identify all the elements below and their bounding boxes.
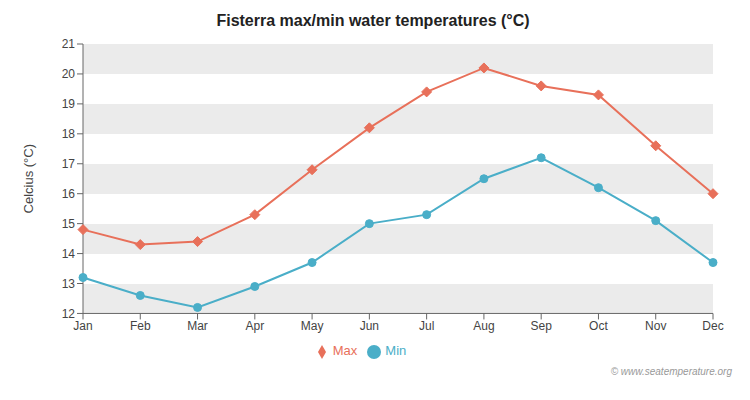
svg-text:Apr: Apr	[245, 319, 264, 333]
svg-text:Nov: Nov	[645, 319, 666, 333]
svg-text:18: 18	[62, 127, 76, 141]
svg-text:Sep: Sep	[531, 319, 553, 333]
svg-text:17: 17	[62, 157, 76, 171]
svg-text:Celcius (°C): Celcius (°C)	[21, 144, 36, 213]
svg-text:Jan: Jan	[73, 319, 92, 333]
svg-text:Oct: Oct	[589, 319, 608, 333]
svg-text:12: 12	[62, 307, 76, 321]
svg-text:Jun: Jun	[360, 319, 379, 333]
html-text:Min: Min	[385, 343, 407, 359]
svg-text:Feb: Feb	[130, 319, 151, 333]
svg-text:20: 20	[62, 67, 76, 81]
svg-text:15: 15	[62, 217, 76, 231]
html-text:Max: Max	[332, 343, 358, 359]
svg-text:Jul: Jul	[419, 319, 434, 333]
html-text:© www.seatemperature.org: © www.seatemperature.org	[610, 366, 732, 377]
svg-text:19: 19	[62, 97, 76, 111]
svg-text:May: May	[301, 319, 324, 333]
svg-text:14: 14	[62, 247, 76, 261]
svg-text:Aug: Aug	[473, 319, 494, 333]
svg-text:Mar: Mar	[187, 319, 208, 333]
html-text:Fisterra max/min water tempera: Fisterra max/min water temperatures (°C)	[216, 12, 530, 29]
svg-text:21: 21	[62, 37, 76, 51]
svg-text:16: 16	[62, 187, 76, 201]
svg-text:13: 13	[62, 277, 76, 291]
svg-text:Dec: Dec	[702, 319, 723, 333]
